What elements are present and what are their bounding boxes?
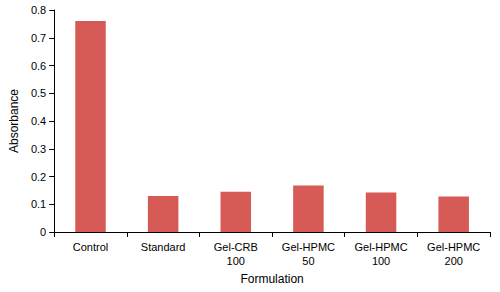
svg-text:0.7: 0.7 <box>31 32 46 44</box>
svg-text:Standard: Standard <box>141 241 186 253</box>
svg-text:0: 0 <box>40 226 46 238</box>
svg-text:Gel-HPMC: Gel-HPMC <box>354 241 407 253</box>
svg-text:0.3: 0.3 <box>31 143 46 155</box>
svg-text:Gel-HPMC: Gel-HPMC <box>282 241 335 253</box>
svg-text:0.6: 0.6 <box>31 60 46 72</box>
svg-text:Formulation: Formulation <box>240 272 303 286</box>
svg-text:0.8: 0.8 <box>31 4 46 16</box>
svg-text:Control: Control <box>73 241 108 253</box>
svg-text:100: 100 <box>372 255 390 267</box>
svg-text:Absorbance: Absorbance <box>7 89 21 153</box>
svg-text:0.2: 0.2 <box>31 171 46 183</box>
svg-text:0.4: 0.4 <box>31 115 46 127</box>
svg-text:Gel-CRB: Gel-CRB <box>214 241 258 253</box>
svg-text:Gel-HPMC: Gel-HPMC <box>427 241 480 253</box>
svg-text:100: 100 <box>227 255 245 267</box>
svg-text:0.1: 0.1 <box>31 198 46 210</box>
svg-text:50: 50 <box>302 255 314 267</box>
svg-text:200: 200 <box>445 255 463 267</box>
svg-text:0.5: 0.5 <box>31 87 46 99</box>
